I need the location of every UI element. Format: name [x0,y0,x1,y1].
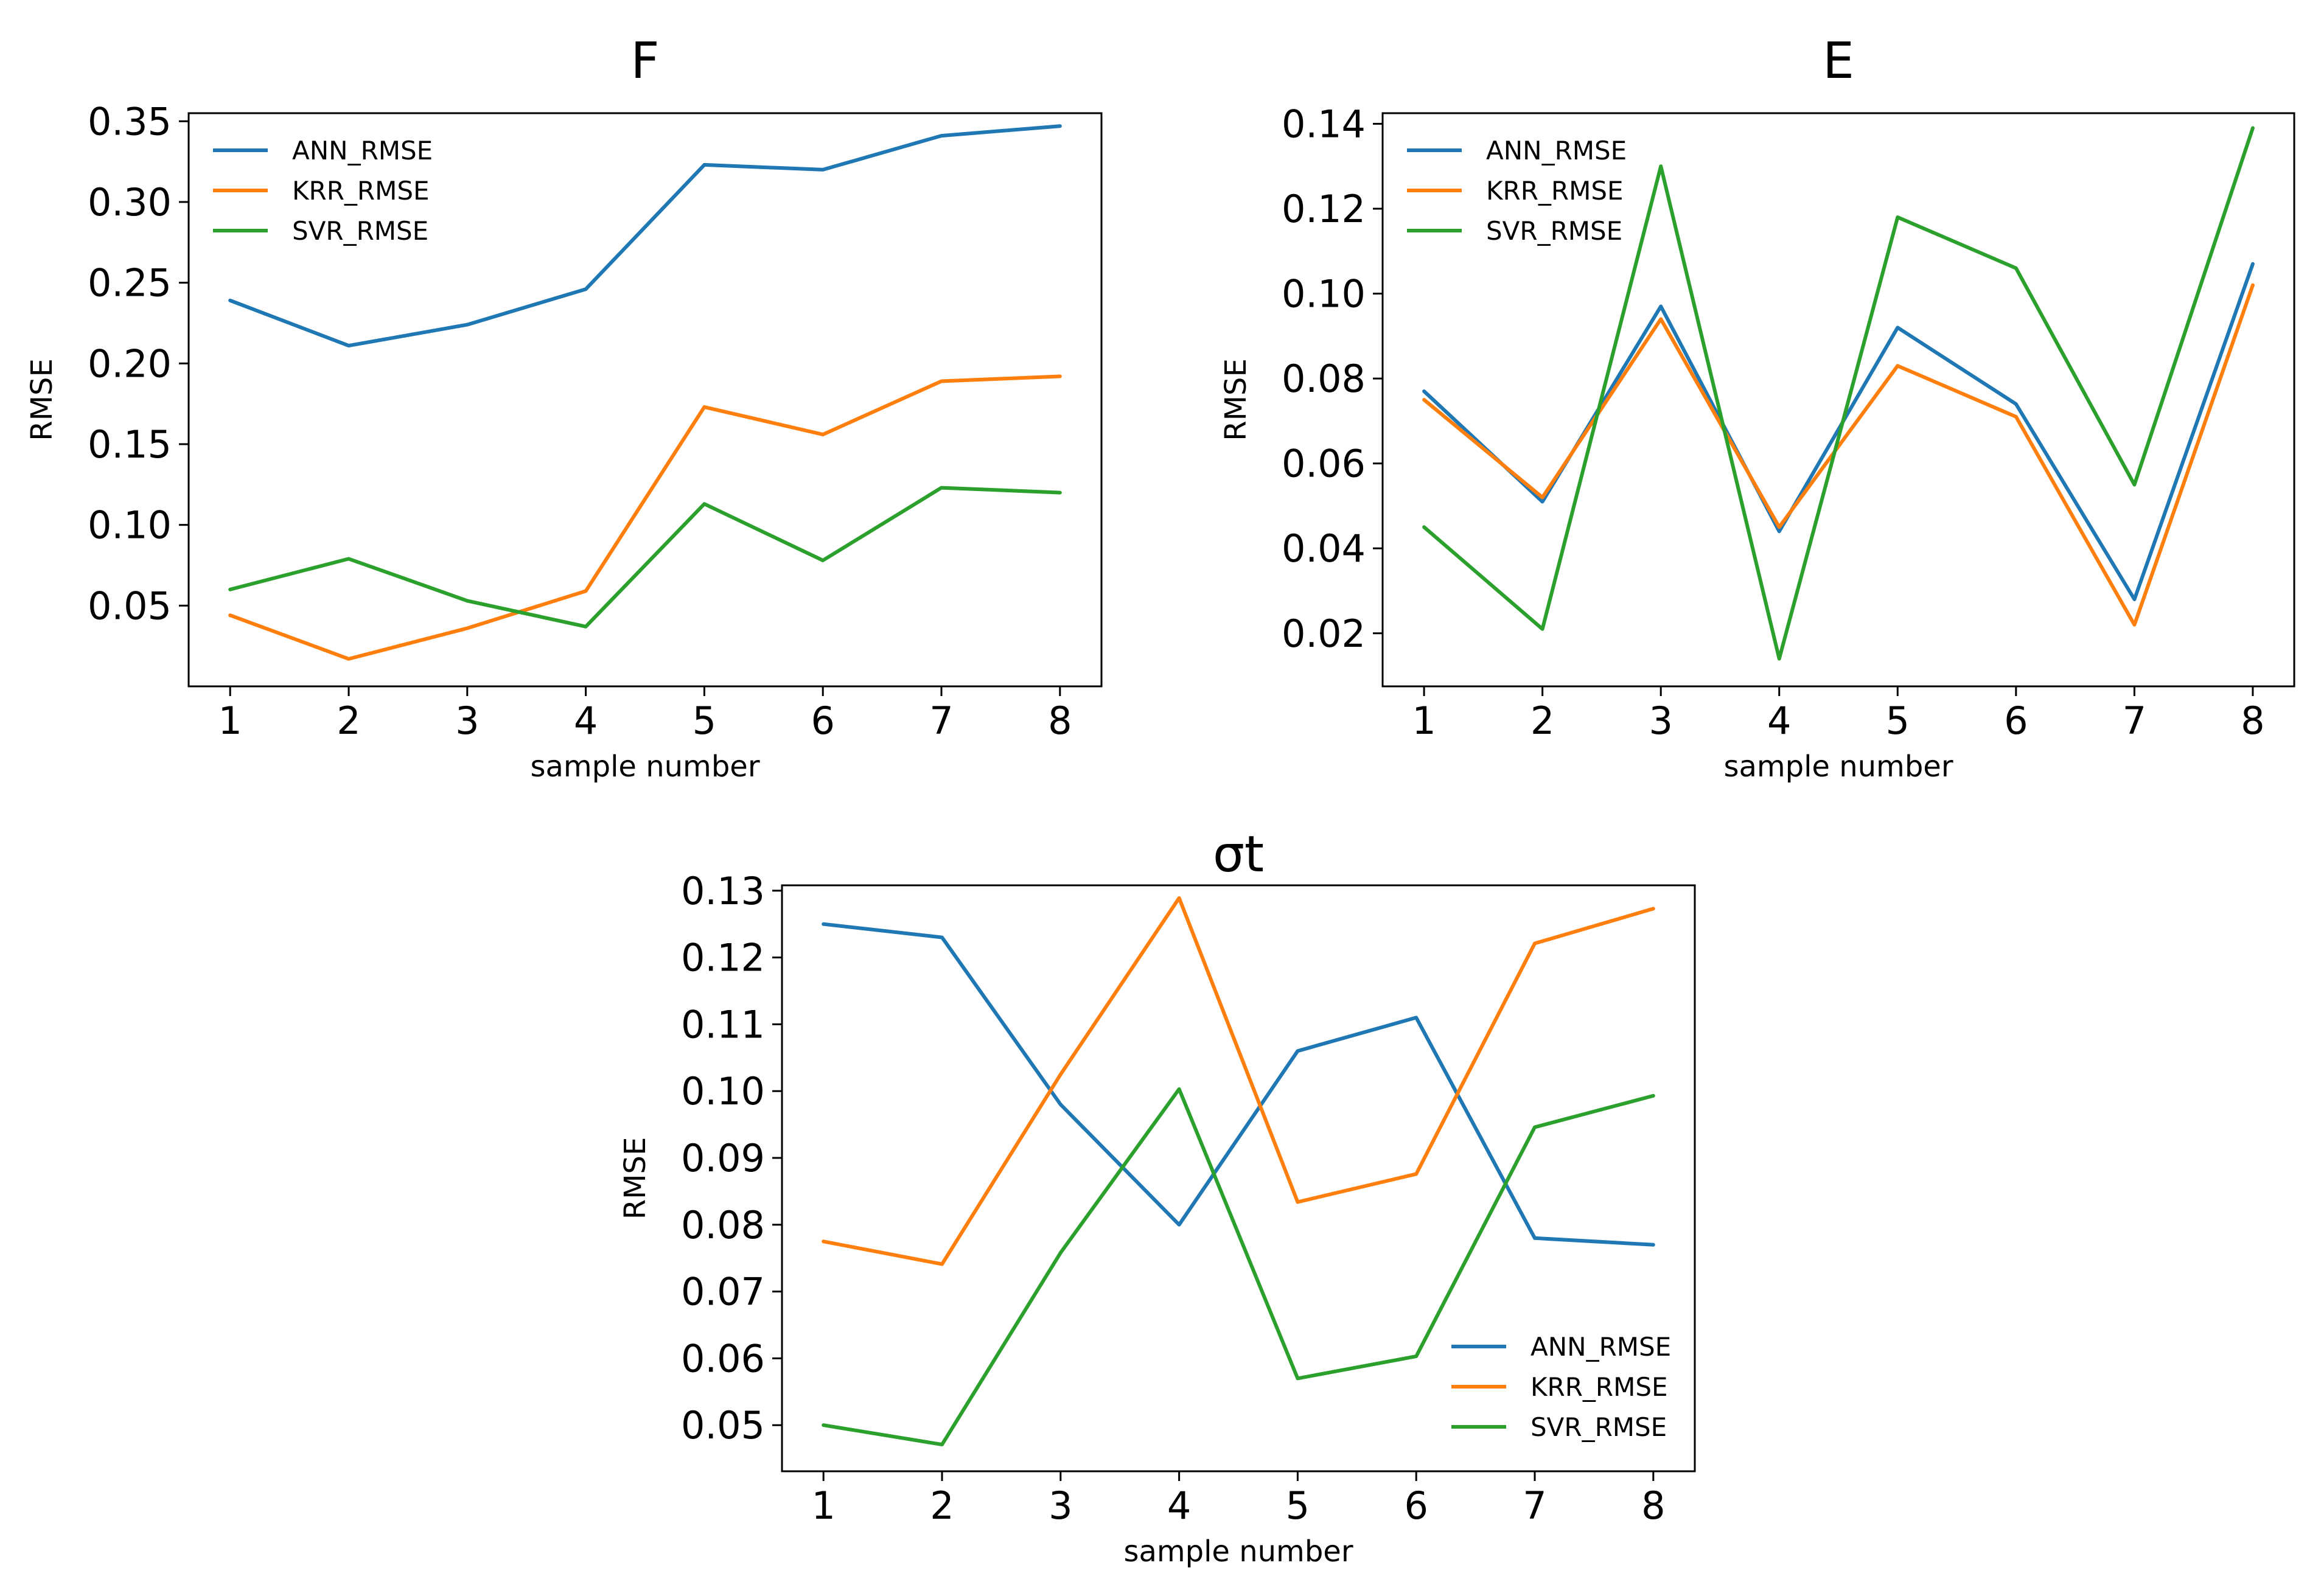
series-line-ann-rmse [822,922,1655,1247]
series-line-ann-rmse [228,124,1062,348]
x-tick-label: 8 [1048,699,1072,743]
chart-title: F [630,32,659,90]
chart-title: E [1823,32,1854,90]
chart-panel-f: F 1 2 3 4 5 6 7 8 0.05 0.10 0.15 0.20 0.25 0.30 0.35 sam… [25,32,1103,784]
y-tick-label: 0.35 [88,99,172,144]
y-tick-label: 0.12 [681,936,765,980]
x-axis-label: sample number [530,750,759,784]
x-tick-label: 6 [811,699,834,743]
plot-area-frame [781,884,1696,1472]
x-axis-label: sample number [1123,1535,1353,1569]
x-tick-label: 3 [1649,699,1672,743]
x-tick-label: 6 [2004,699,2028,743]
y-tick-label: 0.20 [88,341,172,386]
y-tick-label: 0.06 [681,1336,765,1381]
x-axis-label: sample number [1723,750,1953,784]
legend-label: SVR_RMSE [1486,216,1622,246]
plot-area-frame [187,112,1103,688]
legend-label: KRR_RMSE [1530,1372,1668,1402]
y-tick-label: 0.14 [1282,102,1366,146]
legend-label: ANN_RMSE [1486,136,1627,166]
y-tick-label: 0.30 [88,180,172,225]
legend-label: SVR_RMSE [292,216,428,246]
y-tick-label: 0.05 [88,584,172,628]
y-tick-label: 0.10 [1282,272,1366,316]
x-tick-label: 2 [930,1483,954,1528]
series-line-svr-rmse [822,1087,1655,1447]
x-tick-label: 1 [218,699,242,743]
y-tick-label: 0.25 [88,261,172,305]
y-tick-label: 0.10 [681,1069,765,1113]
y-tick-label: 0.09 [681,1136,765,1180]
x-tick-label: 5 [1286,1483,1310,1528]
y-tick-label: 0.15 [88,422,172,467]
y-tick-label: 0.05 [681,1403,765,1448]
x-tick-label: 5 [1886,699,1910,743]
y-tick-label: 0.12 [1282,187,1366,231]
series-line-svr-rmse [1422,126,2255,661]
x-tick-label: 4 [1167,1483,1191,1528]
series-line-krr-rmse [228,374,1062,661]
x-tick-label: 1 [811,1483,835,1528]
legend-label: ANN_RMSE [292,136,433,166]
x-tick-label: 7 [1523,1483,1546,1528]
chart-panel-sigma-t: σt 1 2 3 4 5 6 7 8 0.05 0.06 0.07 0.08 0.09 0.10 0.11 0.… [618,826,1696,1569]
x-tick-label: 2 [337,699,360,743]
series-line-krr-rmse [1422,283,2255,627]
chart-title: σt [1213,826,1264,883]
plot-area-frame [1381,112,2295,688]
x-tick-label: 2 [1530,699,1554,743]
legend-label: ANN_RMSE [1530,1332,1671,1362]
legend-label: KRR_RMSE [1486,176,1624,206]
y-axis-label: RMSE [25,358,59,441]
y-tick-label: 0.06 [1282,442,1366,486]
y-tick-label: 0.13 [681,869,765,913]
y-tick-label: 0.08 [1282,357,1366,401]
chart-panel-e: E 1 2 3 4 5 6 7 8 0.02 0.04 0.06 0.08 0.10 0.12 0.14 sam… [1219,32,2295,784]
x-tick-label: 1 [1412,699,1436,743]
y-tick-label: 0.02 [1282,612,1366,656]
x-tick-label: 8 [1641,1483,1665,1528]
x-tick-label: 7 [929,699,953,743]
y-tick-label: 0.07 [681,1270,765,1314]
y-tick-label: 0.08 [681,1203,765,1247]
legend-label: KRR_RMSE [292,176,430,206]
y-tick-label: 0.10 [88,503,172,548]
y-tick-label: 0.04 [1282,526,1366,571]
x-tick-label: 7 [2123,699,2146,743]
x-tick-label: 4 [574,699,598,743]
x-tick-label: 6 [1404,1483,1428,1528]
y-tick-label: 0.11 [681,1002,765,1047]
series-line-krr-rmse [822,896,1655,1266]
x-tick-label: 5 [693,699,716,743]
series-line-svr-rmse [228,486,1062,629]
x-tick-label: 3 [1049,1483,1072,1528]
y-axis-label: RMSE [618,1137,652,1220]
legend-label: SVR_RMSE [1530,1412,1667,1442]
y-axis-label: RMSE [1219,358,1253,441]
x-tick-label: 4 [1767,699,1791,743]
x-tick-label: 8 [2241,699,2264,743]
x-tick-label: 3 [455,699,479,743]
